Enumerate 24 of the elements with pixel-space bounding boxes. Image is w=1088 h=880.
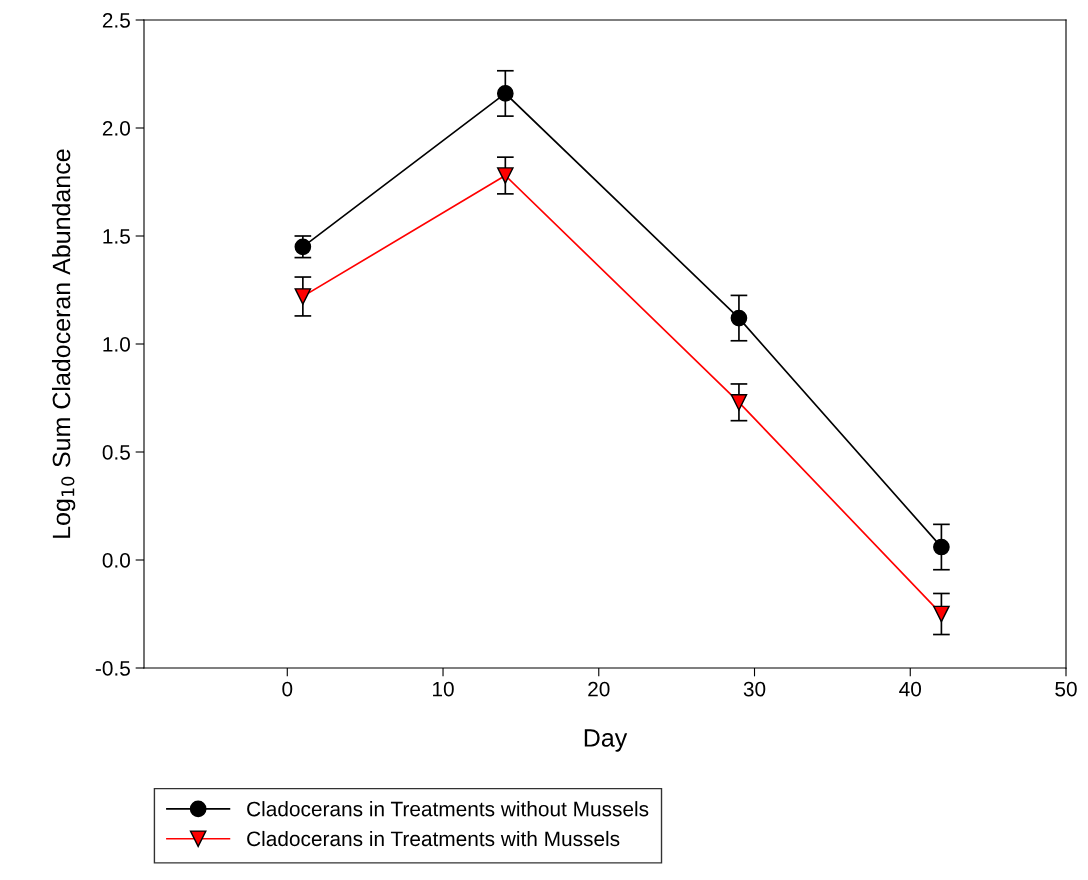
x-tick-label: 40	[899, 681, 922, 697]
x-tick-label: 0	[282, 681, 293, 697]
legend-label: Cladocerans in Treatments with Mussels	[247, 830, 620, 847]
point	[496, 85, 514, 102]
y-tick-label: 1.5	[103, 229, 130, 244]
y-axis-title: Log$_{10}$ Sum Cladoceran Abundance	[51, 149, 76, 538]
legend-label: Cladocerans in Treatments without Mussels	[247, 801, 649, 817]
point	[496, 167, 514, 184]
y-tick-label: 2.0	[102, 121, 130, 136]
y-tick-label: -0.5	[95, 661, 130, 676]
y-tick-label: 0.0	[102, 553, 130, 568]
point	[730, 393, 748, 411]
x-tick-label: 50	[1055, 681, 1077, 697]
x-tick-label: 20	[588, 681, 610, 697]
y-tick-label: 1.0	[103, 337, 130, 352]
point	[933, 605, 950, 623]
x-tick-label: 10	[433, 681, 454, 697]
point	[294, 288, 312, 305]
x-tick-label: 30	[743, 681, 766, 697]
y-tick-label: 0.5	[102, 445, 130, 460]
x-axis-title: Day	[584, 729, 628, 752]
y-tick-label: 2.5	[102, 13, 130, 28]
point	[730, 309, 748, 327]
point	[933, 538, 950, 556]
